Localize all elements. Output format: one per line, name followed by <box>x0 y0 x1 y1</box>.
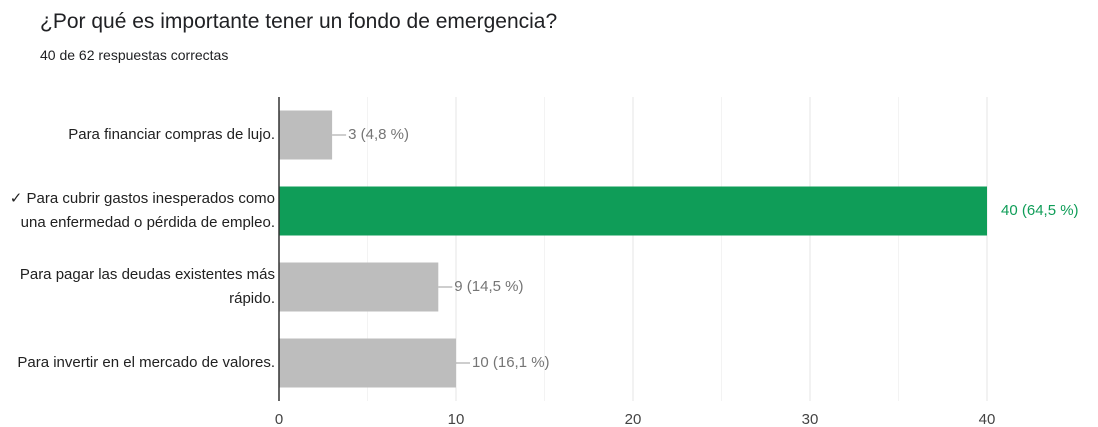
value-label: 9 (14,5 %) <box>454 278 523 295</box>
bar <box>279 338 456 388</box>
category-label: Para financiar compras de lujo. <box>68 126 275 143</box>
x-tick-label: 10 <box>448 411 465 427</box>
category-label: Para pagar las deudas existentes más ráp… <box>19 266 275 307</box>
value-label: 40 (64,5 %) <box>1001 202 1079 219</box>
x-tick-label: 40 <box>979 411 996 427</box>
value-label: 3 (4,8 %) <box>348 126 409 143</box>
x-tick-label: 0 <box>275 411 283 427</box>
x-tick-label: 20 <box>625 411 642 427</box>
chart-title: ¿Por qué es importante tener un fondo de… <box>40 10 558 33</box>
x-tick-label: 30 <box>802 411 819 427</box>
category-label: ✓ Para cubrir gastos inesperados como un… <box>9 190 275 231</box>
bar <box>279 262 439 312</box>
chart-subtitle: 40 de 62 respuestas correctas <box>40 47 229 63</box>
category-label: Para invertir en el mercado de valores. <box>17 354 275 371</box>
value-label: 10 (16,1 %) <box>472 354 550 371</box>
bar <box>279 186 987 236</box>
bar <box>279 110 333 160</box>
